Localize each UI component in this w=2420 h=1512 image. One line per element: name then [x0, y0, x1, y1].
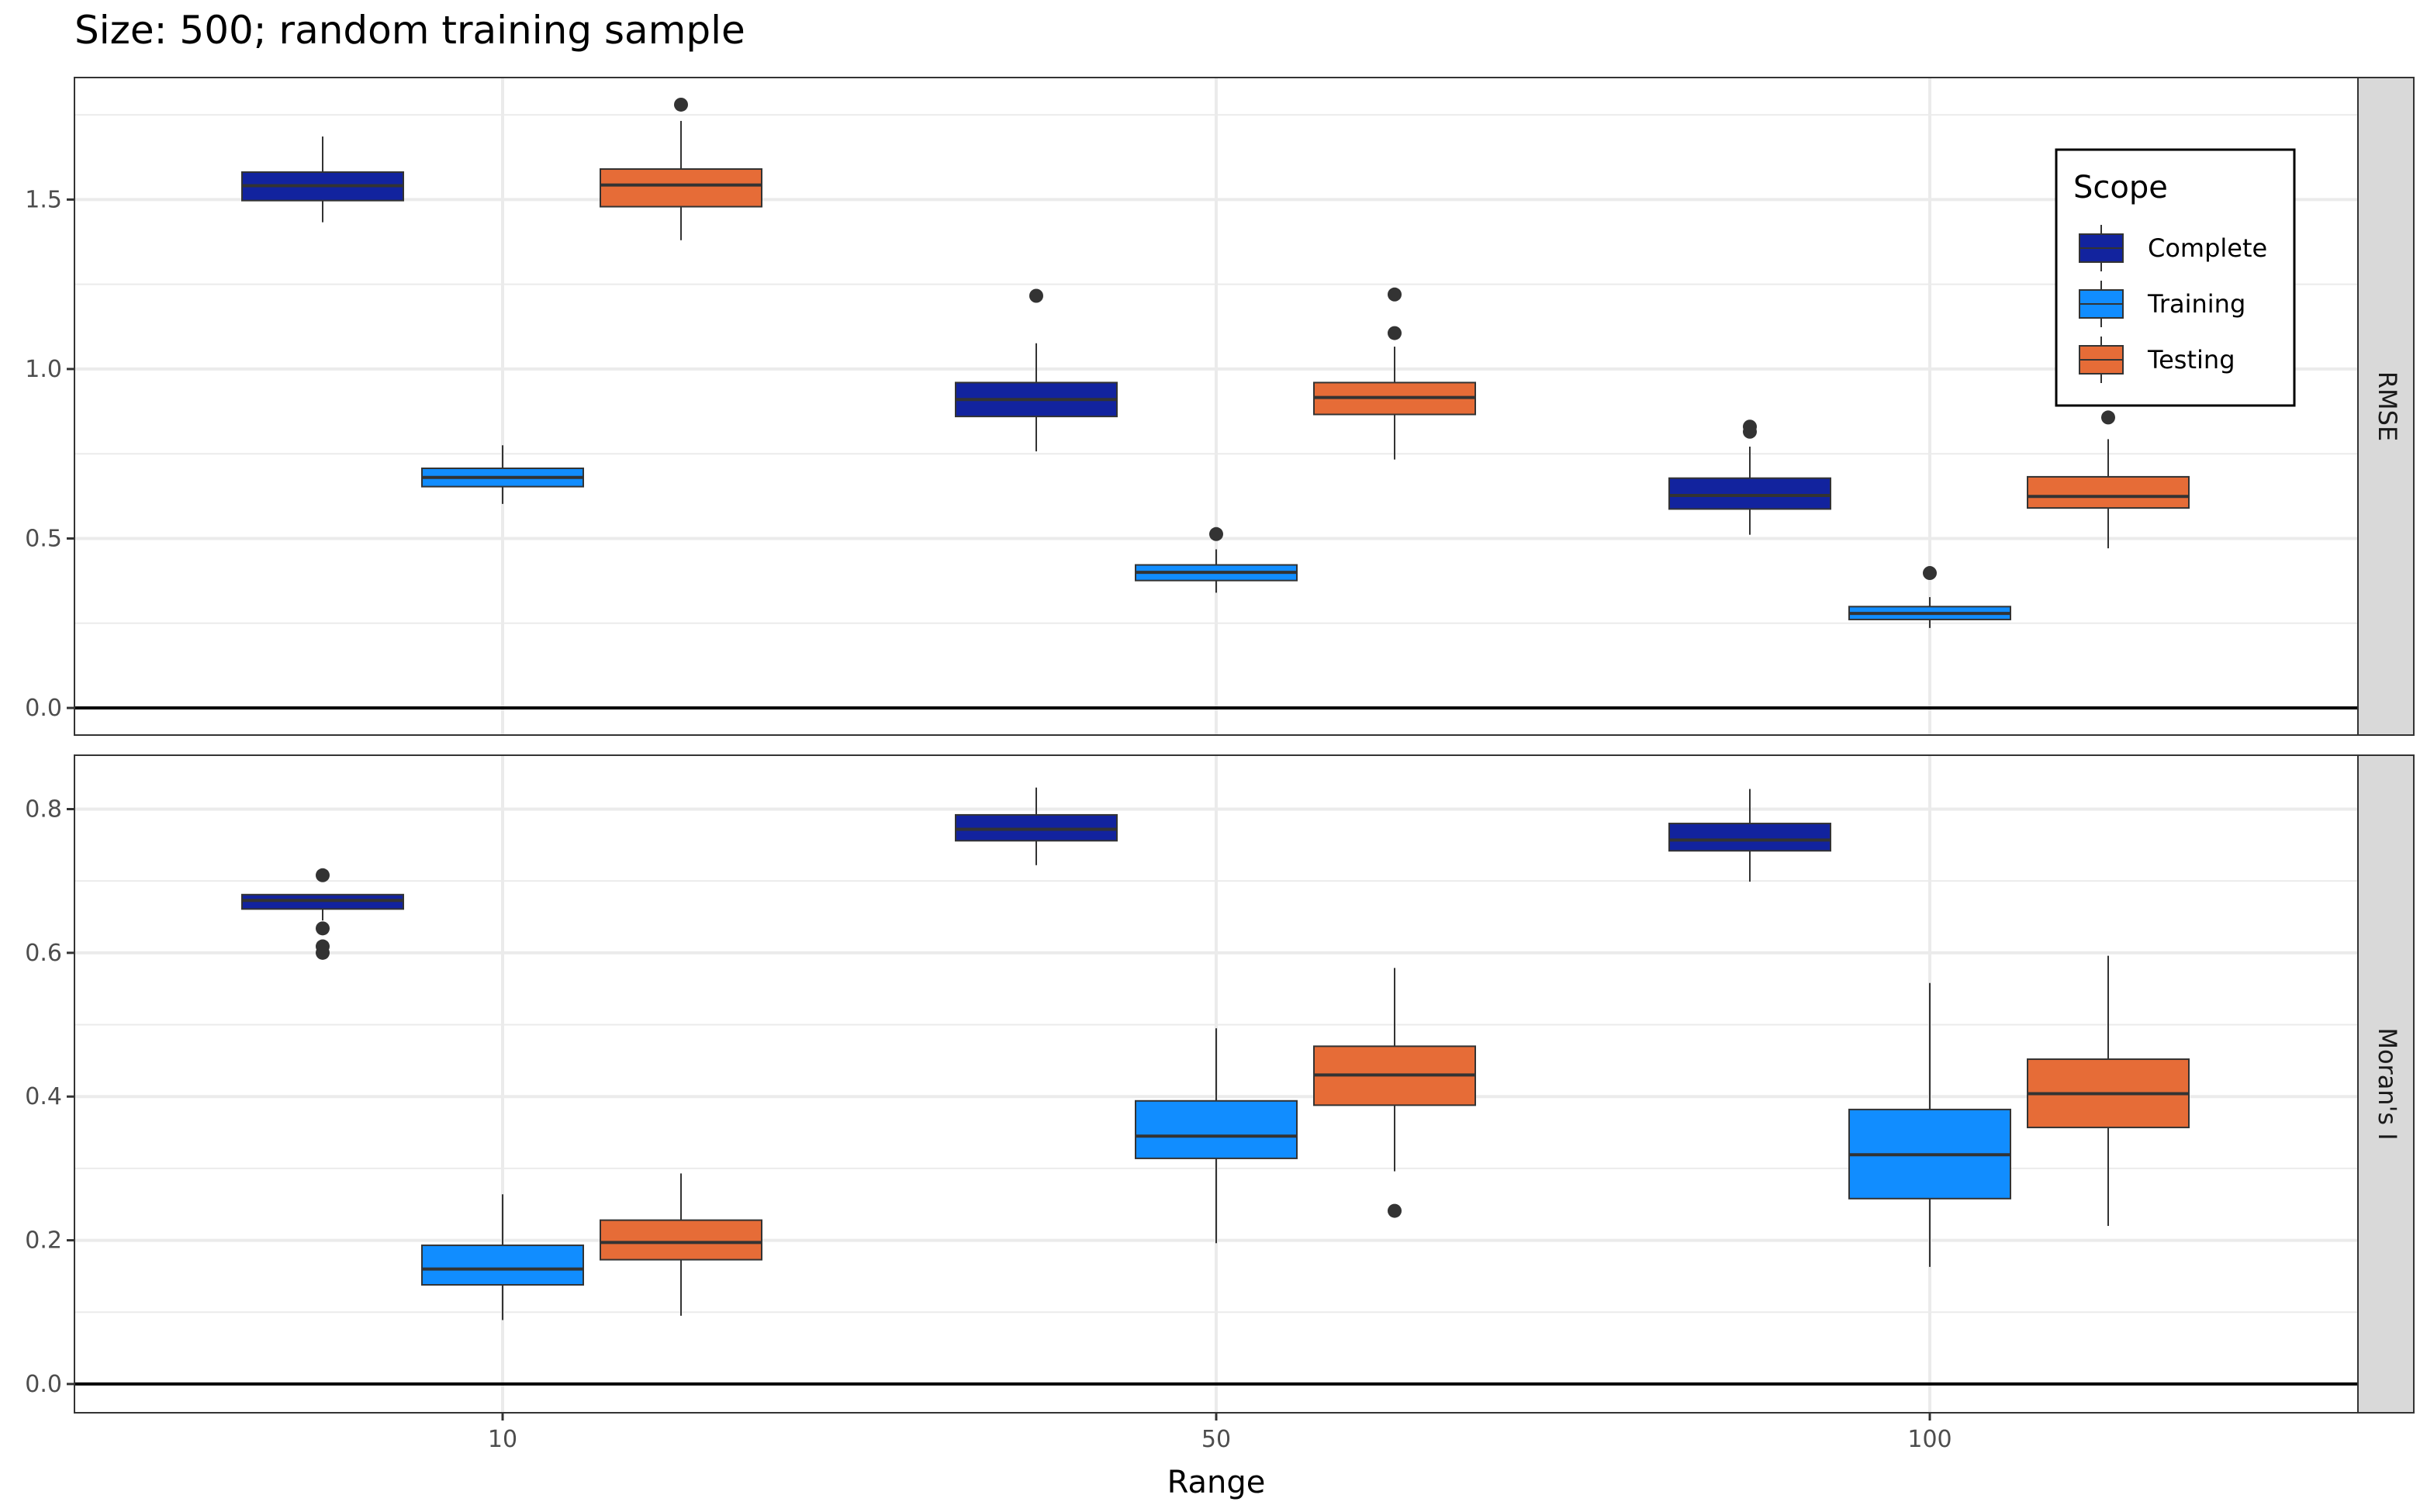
box-complete-10 — [241, 868, 404, 960]
panel-rmse: 0.0 0.5 1.0 1.5 RMSE — [25, 77, 2415, 736]
outlier-point — [1388, 326, 1402, 340]
box-iqr — [2027, 475, 2190, 509]
panel-morans-i: 0.0 0.2 0.4 0.6 0.8 Moran's I — [25, 754, 2415, 1414]
x-axis: 10 50 100 — [488, 1413, 1952, 1453]
box-testing-100 — [2027, 955, 2190, 1227]
box-iqr — [1668, 477, 1831, 510]
x-axis-title: Range — [1167, 1465, 1266, 1500]
box-iqr — [600, 168, 762, 208]
y-tick-label: 0.8 — [25, 796, 62, 823]
y-tick-label: 1.0 — [25, 356, 62, 383]
box-training-10 — [421, 1194, 584, 1320]
outlier-point — [1388, 1203, 1402, 1218]
outlier-point — [1388, 287, 1402, 302]
y-tick-label: 0.6 — [25, 940, 62, 967]
x-tick-label: 50 — [1201, 1426, 1231, 1453]
x-tick-label: 100 — [1907, 1426, 1952, 1453]
outlier-point — [1743, 419, 1757, 434]
legend-label: Testing — [2147, 345, 2235, 375]
outlier-point — [316, 921, 330, 936]
legend-label: Training — [2147, 289, 2245, 319]
y-tick-label: 0.5 — [25, 525, 62, 552]
box-training-100 — [1848, 566, 2011, 628]
y-tick-label: 0.2 — [25, 1227, 62, 1255]
outlier-point — [674, 97, 688, 112]
box-testing-50 — [1313, 968, 1476, 1218]
chart-title: Size: 500; random training sample — [74, 8, 745, 53]
box-iqr — [1135, 1099, 1298, 1159]
box-testing-10 — [600, 97, 762, 240]
y-tick-label: 1.5 — [25, 186, 62, 213]
box-training-10 — [421, 445, 584, 504]
outlier-point — [316, 868, 330, 882]
legend-entry-training: Training — [2079, 281, 2245, 327]
box-iqr — [1668, 823, 1831, 852]
y-tick-label: 0.0 — [25, 1371, 62, 1398]
panels: 0.0 0.5 1.0 1.5 RMSE 0.0 0.2 0.4 0.6 0.8 Moran's I — [25, 77, 2415, 1414]
box-iqr — [600, 1219, 762, 1261]
box-complete-10 — [241, 136, 404, 223]
outlier-point — [1029, 288, 1043, 303]
box-complete-100 — [1668, 789, 1831, 882]
facet-strip-label: Moran's I — [2373, 1027, 2402, 1140]
box-training-50 — [1135, 1028, 1298, 1244]
facet-strip — [2357, 754, 2415, 1414]
box-complete-50 — [955, 787, 1118, 865]
box-testing-100 — [2027, 410, 2190, 549]
box-iqr — [421, 1244, 584, 1286]
legend-label: Complete — [2148, 233, 2267, 263]
y-tick-label: 0.4 — [25, 1083, 62, 1110]
box-complete-100 — [1668, 419, 1831, 535]
legend-entry-testing: Testing — [2079, 337, 2235, 383]
facet-strip — [2357, 77, 2415, 736]
box-complete-50 — [955, 288, 1118, 452]
outlier-point — [2101, 410, 2115, 425]
box-training-50 — [1135, 526, 1298, 593]
outlier-point — [316, 945, 330, 960]
legend-title: Scope — [2073, 170, 2168, 205]
legend-entry-complete: Complete — [2079, 225, 2267, 271]
y-tick-label: 0.0 — [25, 695, 62, 722]
box-testing-50 — [1313, 287, 1476, 460]
x-tick-label: 10 — [488, 1426, 517, 1453]
box-testing-10 — [600, 1173, 762, 1316]
outlier-point — [1923, 566, 1937, 581]
facet-strip-label: RMSE — [2373, 371, 2402, 441]
outlier-point — [1209, 526, 1223, 541]
legend: Scope Complete Training Testing — [2055, 148, 2296, 407]
box-training-100 — [1848, 982, 2011, 1267]
